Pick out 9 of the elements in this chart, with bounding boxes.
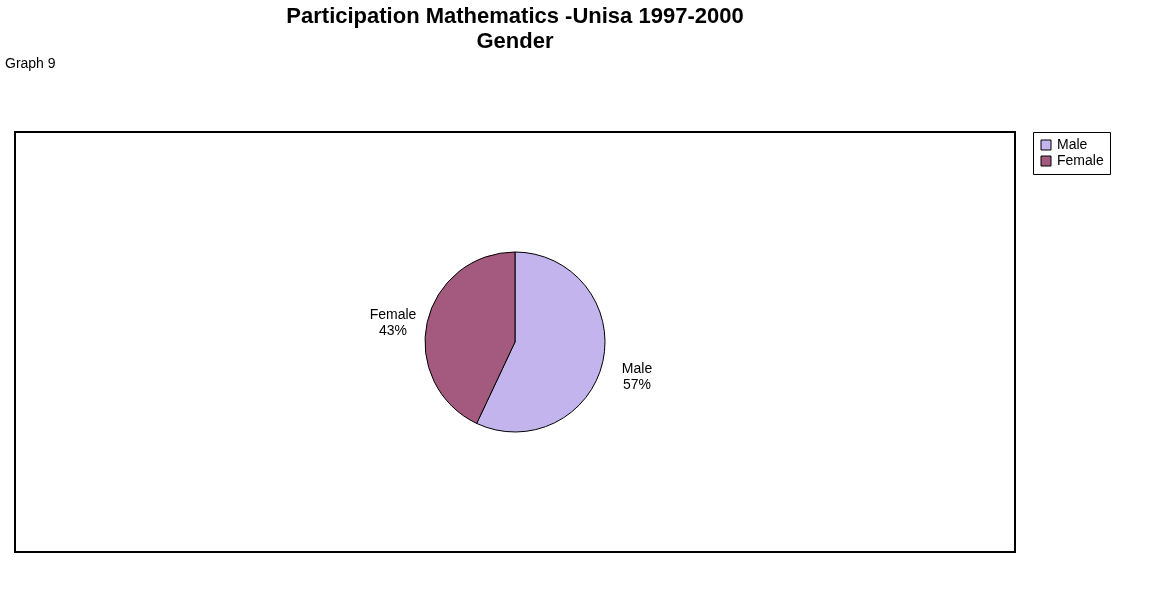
slice-label: Female xyxy=(369,305,417,322)
data-label: 43% xyxy=(378,321,408,338)
slice-label: Male xyxy=(621,360,653,377)
legend-label: Male xyxy=(1057,136,1088,152)
chart-subtitle: Gender xyxy=(476,28,554,53)
data-label: 57% xyxy=(622,376,652,393)
legend-label: Female xyxy=(1057,152,1104,168)
caption: Graph 9 xyxy=(5,55,56,71)
chart-title: Participation Mathematics -Unisa 1997-2000 xyxy=(286,3,744,28)
